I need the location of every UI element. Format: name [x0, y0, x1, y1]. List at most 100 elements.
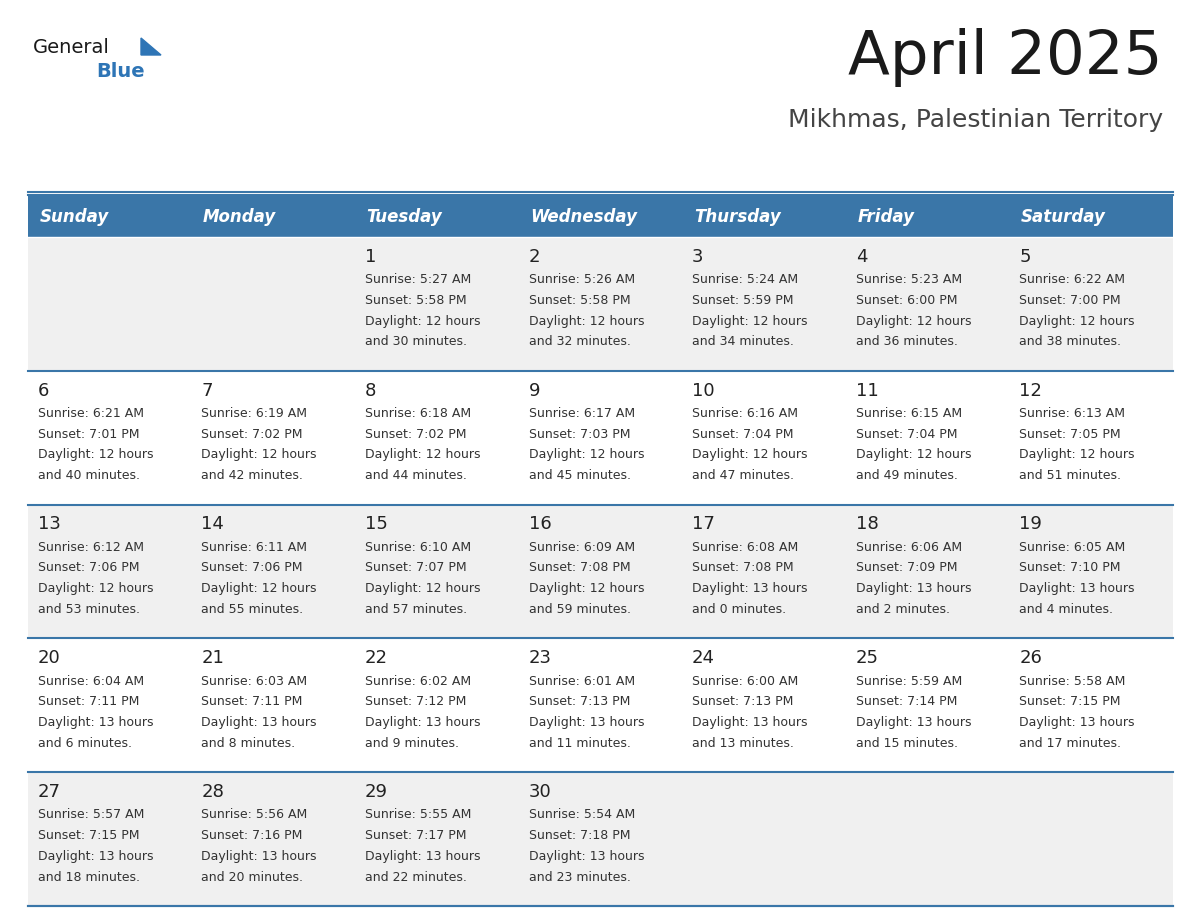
- Text: General: General: [33, 38, 109, 57]
- Text: 23: 23: [529, 649, 551, 667]
- Text: Sunrise: 5:59 AM: Sunrise: 5:59 AM: [855, 675, 962, 688]
- Bar: [519, 371, 682, 505]
- Text: and 45 minutes.: and 45 minutes.: [529, 469, 631, 482]
- Text: 13: 13: [38, 515, 61, 533]
- Text: 20: 20: [38, 649, 61, 667]
- Bar: [1010, 638, 1173, 772]
- Text: and 22 minutes.: and 22 minutes.: [365, 870, 467, 883]
- Bar: [355, 505, 519, 638]
- Bar: [1010, 195, 1173, 237]
- Text: Daylight: 12 hours: Daylight: 12 hours: [38, 582, 153, 595]
- Bar: [519, 237, 682, 371]
- Text: Sunset: 7:01 PM: Sunset: 7:01 PM: [38, 428, 139, 441]
- Text: Sunrise: 5:23 AM: Sunrise: 5:23 AM: [855, 274, 962, 286]
- Bar: [191, 772, 355, 906]
- Bar: [682, 237, 846, 371]
- Bar: [29, 237, 191, 371]
- Text: and 38 minutes.: and 38 minutes.: [1019, 335, 1121, 348]
- Bar: [1010, 772, 1173, 906]
- Text: Sunset: 7:15 PM: Sunset: 7:15 PM: [38, 829, 139, 842]
- Text: Daylight: 12 hours: Daylight: 12 hours: [365, 582, 480, 595]
- Bar: [682, 638, 846, 772]
- Text: and 55 minutes.: and 55 minutes.: [202, 603, 303, 616]
- Bar: [355, 772, 519, 906]
- Bar: [191, 371, 355, 505]
- Text: Sunrise: 5:58 AM: Sunrise: 5:58 AM: [1019, 675, 1125, 688]
- Polygon shape: [141, 38, 162, 55]
- Text: Daylight: 12 hours: Daylight: 12 hours: [1019, 448, 1135, 462]
- Text: Daylight: 13 hours: Daylight: 13 hours: [529, 850, 644, 863]
- Text: Sunset: 7:12 PM: Sunset: 7:12 PM: [365, 695, 467, 709]
- Text: 7: 7: [202, 382, 213, 399]
- Text: and 23 minutes.: and 23 minutes.: [529, 870, 631, 883]
- Bar: [29, 638, 191, 772]
- Bar: [1010, 371, 1173, 505]
- Text: and 32 minutes.: and 32 minutes.: [529, 335, 631, 348]
- Bar: [682, 772, 846, 906]
- Text: Daylight: 12 hours: Daylight: 12 hours: [529, 315, 644, 328]
- Text: Sunset: 7:10 PM: Sunset: 7:10 PM: [1019, 562, 1120, 575]
- Text: Sunset: 7:05 PM: Sunset: 7:05 PM: [1019, 428, 1120, 441]
- Text: and 4 minutes.: and 4 minutes.: [1019, 603, 1113, 616]
- Bar: [1010, 237, 1173, 371]
- Text: Sunset: 6:00 PM: Sunset: 6:00 PM: [855, 294, 958, 307]
- Text: Sunrise: 6:16 AM: Sunrise: 6:16 AM: [693, 407, 798, 420]
- Text: and 2 minutes.: and 2 minutes.: [855, 603, 949, 616]
- Text: and 51 minutes.: and 51 minutes.: [1019, 469, 1121, 482]
- Text: Sunset: 5:58 PM: Sunset: 5:58 PM: [529, 294, 630, 307]
- Text: Daylight: 13 hours: Daylight: 13 hours: [365, 850, 480, 863]
- Bar: [846, 371, 1010, 505]
- Text: Daylight: 13 hours: Daylight: 13 hours: [202, 850, 317, 863]
- Text: Sunrise: 6:06 AM: Sunrise: 6:06 AM: [855, 541, 962, 554]
- Text: and 30 minutes.: and 30 minutes.: [365, 335, 467, 348]
- Text: Sunrise: 6:04 AM: Sunrise: 6:04 AM: [38, 675, 144, 688]
- Text: and 8 minutes.: and 8 minutes.: [202, 737, 296, 750]
- Text: Daylight: 12 hours: Daylight: 12 hours: [529, 582, 644, 595]
- Text: Sunrise: 6:10 AM: Sunrise: 6:10 AM: [365, 541, 472, 554]
- Text: and 59 minutes.: and 59 minutes.: [529, 603, 631, 616]
- Text: 2: 2: [529, 248, 541, 265]
- Text: Sunrise: 6:02 AM: Sunrise: 6:02 AM: [365, 675, 472, 688]
- Text: and 15 minutes.: and 15 minutes.: [855, 737, 958, 750]
- Bar: [846, 772, 1010, 906]
- Text: Sunrise: 6:01 AM: Sunrise: 6:01 AM: [529, 675, 634, 688]
- Bar: [519, 505, 682, 638]
- Text: Sunset: 7:13 PM: Sunset: 7:13 PM: [529, 695, 630, 709]
- Bar: [191, 638, 355, 772]
- Text: Sunset: 7:02 PM: Sunset: 7:02 PM: [365, 428, 467, 441]
- Text: and 11 minutes.: and 11 minutes.: [529, 737, 631, 750]
- Text: Tuesday: Tuesday: [367, 207, 442, 226]
- Text: 21: 21: [202, 649, 225, 667]
- Text: Sunrise: 5:57 AM: Sunrise: 5:57 AM: [38, 809, 144, 822]
- Text: Daylight: 12 hours: Daylight: 12 hours: [529, 448, 644, 462]
- Bar: [29, 371, 191, 505]
- Text: Daylight: 12 hours: Daylight: 12 hours: [855, 315, 971, 328]
- Bar: [1010, 505, 1173, 638]
- Text: and 6 minutes.: and 6 minutes.: [38, 737, 132, 750]
- Text: Sunset: 7:08 PM: Sunset: 7:08 PM: [529, 562, 630, 575]
- Text: Daylight: 13 hours: Daylight: 13 hours: [855, 582, 971, 595]
- Text: Sunrise: 6:05 AM: Sunrise: 6:05 AM: [1019, 541, 1125, 554]
- Text: Daylight: 12 hours: Daylight: 12 hours: [202, 448, 317, 462]
- Text: Friday: Friday: [858, 207, 915, 226]
- Text: 8: 8: [365, 382, 377, 399]
- Text: Daylight: 13 hours: Daylight: 13 hours: [855, 716, 971, 729]
- Text: and 20 minutes.: and 20 minutes.: [202, 870, 303, 883]
- Bar: [846, 195, 1010, 237]
- Text: 25: 25: [855, 649, 879, 667]
- Bar: [682, 505, 846, 638]
- Text: Sunset: 7:08 PM: Sunset: 7:08 PM: [693, 562, 794, 575]
- Text: Sunrise: 6:09 AM: Sunrise: 6:09 AM: [529, 541, 634, 554]
- Text: Sunrise: 6:18 AM: Sunrise: 6:18 AM: [365, 407, 472, 420]
- Bar: [29, 505, 191, 638]
- Bar: [846, 237, 1010, 371]
- Text: 16: 16: [529, 515, 551, 533]
- Bar: [519, 638, 682, 772]
- Text: Sunset: 7:17 PM: Sunset: 7:17 PM: [365, 829, 467, 842]
- Bar: [29, 195, 191, 237]
- Text: Sunset: 7:15 PM: Sunset: 7:15 PM: [1019, 695, 1120, 709]
- Text: Daylight: 13 hours: Daylight: 13 hours: [693, 716, 808, 729]
- Text: and 36 minutes.: and 36 minutes.: [855, 335, 958, 348]
- Text: and 44 minutes.: and 44 minutes.: [365, 469, 467, 482]
- Text: Thursday: Thursday: [694, 207, 781, 226]
